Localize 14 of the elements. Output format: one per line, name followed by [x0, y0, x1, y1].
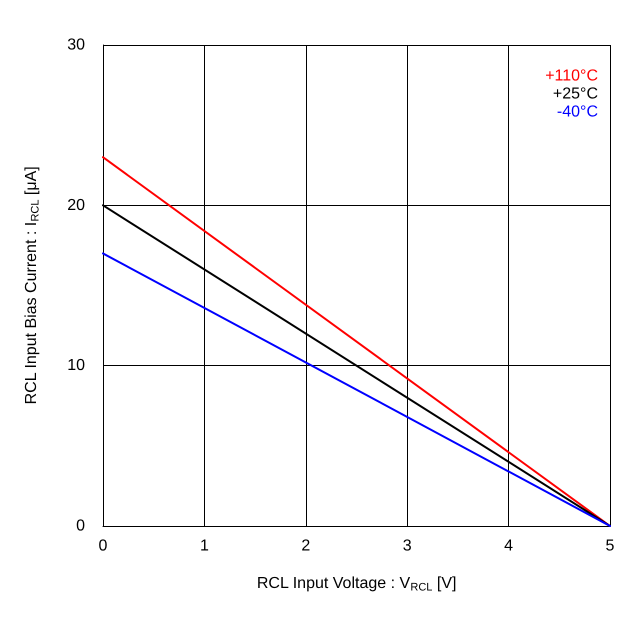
- x-tick-label: 0: [98, 538, 108, 554]
- x-tick-label: 2: [301, 538, 310, 554]
- x-tick-label: 5: [606, 538, 615, 554]
- y-tick-label: 20: [67, 196, 86, 214]
- x-tick-label: 1: [200, 538, 209, 554]
- text: +25°C: [552, 86, 598, 102]
- x-tick-label: 4: [504, 538, 514, 554]
- y-tick-label: 0: [76, 518, 86, 534]
- text: -40°C: [556, 104, 598, 120]
- y-axis-title: RCL Input Bias Current : IRCL [μA]: [23, 166, 42, 404]
- y-tick-label: 10: [67, 357, 86, 374]
- y-tick-label: 30: [67, 36, 86, 54]
- x-tick-label: 3: [402, 538, 412, 554]
- text: +110°C: [545, 68, 598, 84]
